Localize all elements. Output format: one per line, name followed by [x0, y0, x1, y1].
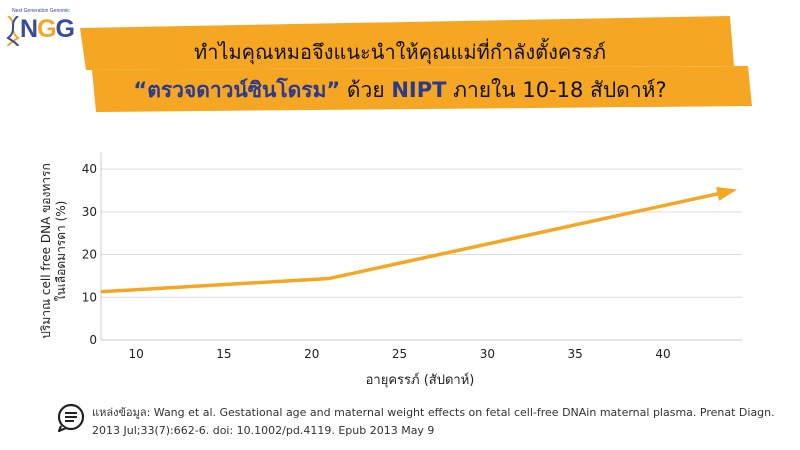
y-tick-label: 20 [82, 248, 97, 262]
x-tick-label: 35 [568, 347, 583, 361]
title-end: ภายใน 10-18 สัปดาห์? [446, 78, 667, 102]
x-axis-ticks: 10 15 20 25 30 35 40 [128, 347, 670, 361]
brand-logo: Next Generation Genomic NGG [6, 6, 75, 46]
chart-grid [100, 152, 742, 341]
y-tick-label: 40 [82, 162, 97, 176]
footnote-line1: แหล่งข้อมูล: Wang et al. Gestational age… [92, 406, 775, 419]
page-title-line2: “ตรวจดาวน์ซินโดรม” ด้วย NIPT ภายใน 10-18… [0, 74, 800, 107]
source-footnote: แหล่งข้อมูล: Wang et al. Gestational age… [92, 404, 792, 440]
x-tick-label: 15 [216, 347, 231, 361]
series-line [100, 188, 734, 294]
dna-icon [6, 16, 20, 46]
page-title-line1: ทำไมคุณหมอจึงแนะนำให้คุณแม่ที่กำลังตั้งค… [194, 40, 606, 64]
x-tick-label: 40 [655, 347, 670, 361]
chat-icon [57, 403, 85, 432]
x-tick-label: 25 [392, 347, 407, 361]
x-tick-label: 20 [304, 347, 319, 361]
y-axis-label-line2: ในเลือดมารดา (%) [54, 201, 68, 302]
logo-tagline: Next Generation Genomic [12, 8, 70, 14]
footnote-line2: 2013 Jul;33(7):662-6. doi: 10.1002/pd.41… [92, 424, 435, 437]
y-axis-label-line1: ปริมาณ cell free DNA ของทารก [39, 163, 53, 338]
x-axis-label: อายุครรภ์ (สัปดาห์) [366, 372, 475, 388]
title-mid: ด้วย [340, 78, 392, 102]
y-tick-label: 10 [82, 290, 97, 304]
logo-wordmark: NGG [20, 15, 75, 43]
x-tick-label: 10 [128, 347, 143, 361]
x-tick-label: 30 [480, 347, 495, 361]
y-tick-label: 0 [89, 333, 97, 347]
chart-series [100, 187, 738, 294]
title-banner [80, 16, 752, 112]
y-tick-label: 30 [82, 205, 97, 219]
title-highlight: “ตรวจดาวน์ซินโดรม” [133, 78, 341, 102]
series-arrowhead [716, 187, 738, 201]
y-axis-ticks: 0 10 20 30 40 [82, 162, 97, 347]
title-nipt: NIPT [391, 78, 447, 102]
